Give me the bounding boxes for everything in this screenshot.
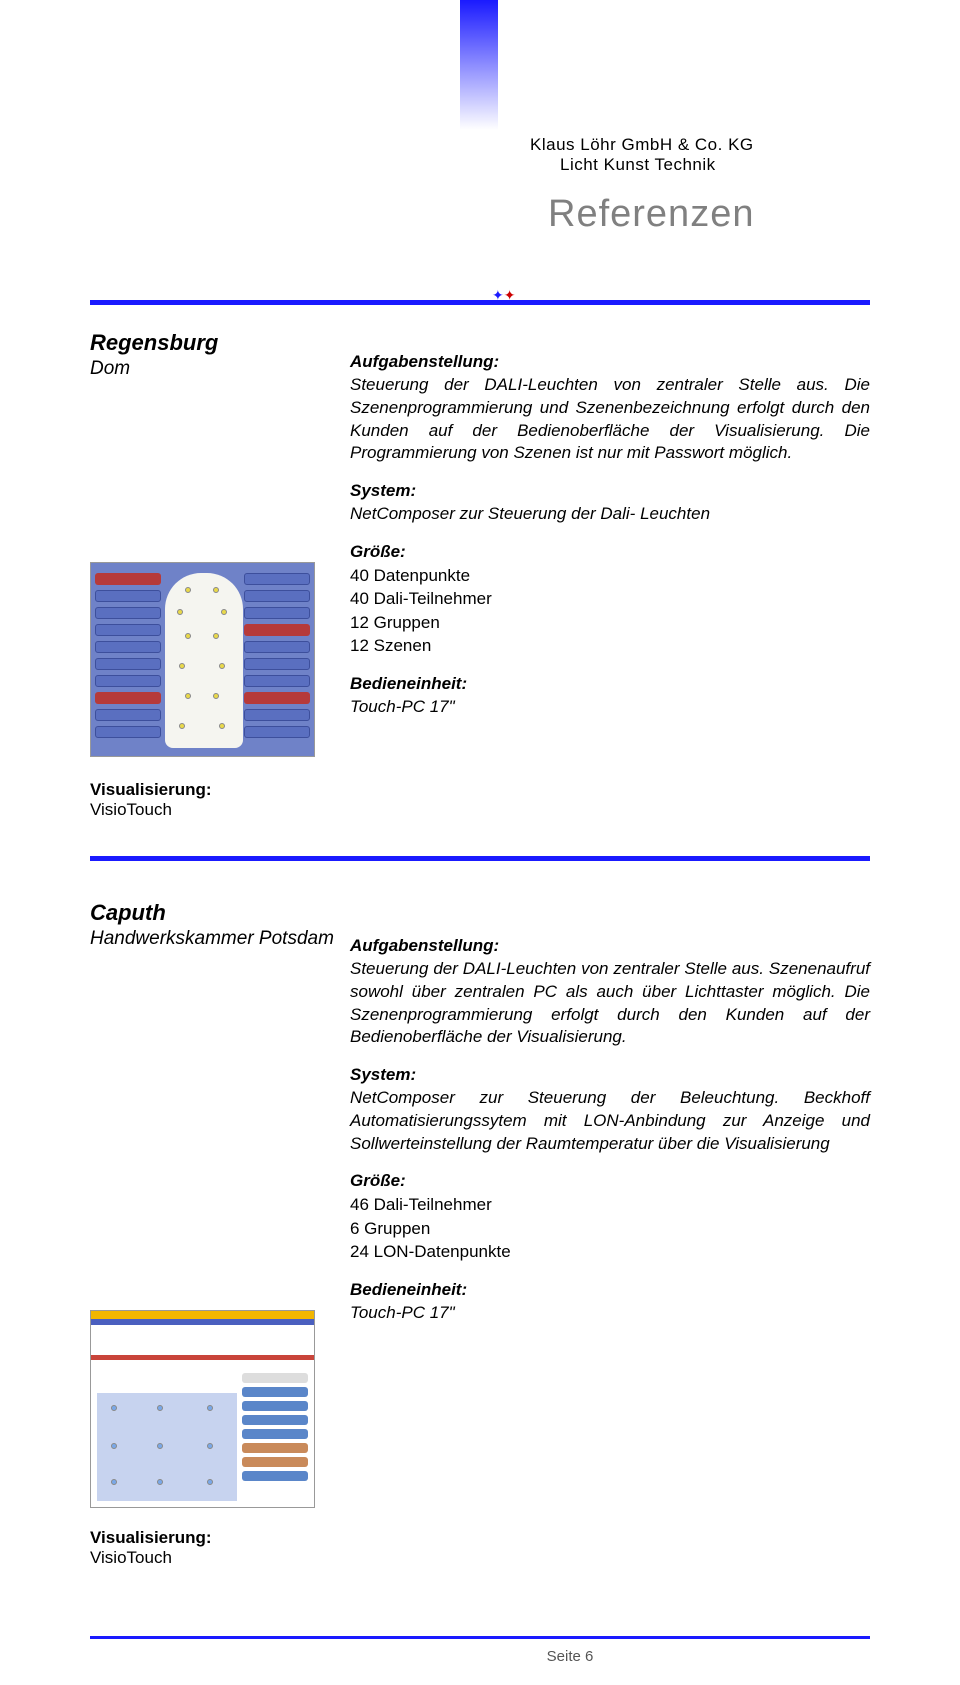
vis-text: VisioTouch: [90, 800, 212, 820]
company-tagline: Licht Kunst Technik: [560, 155, 960, 175]
groesse-line: 24 LON-Datenpunkte: [350, 1240, 870, 1263]
document-header: ✦✦ Klaus Löhr GmbH & Co. KG Licht Kunst …: [0, 135, 960, 236]
section-caputh: Caputh Handwerkskammer Potsdam Aufgabens…: [90, 900, 870, 1324]
regensburg-bedien-label: Bedieneinheit:: [350, 674, 870, 694]
caputh-title: Caputh: [90, 900, 870, 926]
caputh-groesse-list: 46 Dali-Teilnehmer 6 Gruppen 24 LON-Date…: [350, 1193, 870, 1263]
caputh-system-text: NetComposer zur Steuerung der Beleuchtun…: [350, 1087, 870, 1155]
regensburg-system-label: System:: [350, 481, 870, 501]
vis-text: VisioTouch: [90, 1548, 212, 1568]
caputh-screenshot: [90, 1310, 315, 1508]
groesse-line: 40 Dali-Teilnehmer: [350, 587, 870, 610]
caputh-aufgabe-text: Steuerung der DALI-Leuchten von zentrale…: [350, 958, 870, 1049]
groesse-line: 6 Gruppen: [350, 1217, 870, 1240]
footer-page-number: Seite 6: [90, 1648, 960, 1665]
groesse-line: 12 Gruppen: [350, 611, 870, 634]
groesse-line: 12 Szenen: [350, 634, 870, 657]
regensburg-groesse-list: 40 Datenpunkte 40 Dali-Teilnehmer 12 Gru…: [350, 564, 870, 658]
footer-rule: [90, 1636, 870, 1639]
regensburg-screenshot: [90, 562, 315, 757]
regensburg-aufgabe-label: Aufgabenstellung:: [350, 352, 870, 372]
caputh-bedien-label: Bedieneinheit:: [350, 1280, 870, 1300]
caputh-aufgabe-label: Aufgabenstellung:: [350, 936, 870, 956]
header-gradient-bar: [460, 0, 498, 130]
vis-label: Visualisierung:: [90, 1528, 212, 1548]
caputh-bedien-text: Touch-PC 17": [350, 1302, 870, 1325]
company-name: Klaus Löhr GmbH & Co. KG: [530, 135, 960, 155]
caputh-system-label: System:: [350, 1065, 870, 1085]
groesse-line: 46 Dali-Teilnehmer: [350, 1193, 870, 1216]
regensburg-aufgabe-text: Steuerung der DALI-Leuchten von zentrale…: [350, 374, 870, 465]
caputh-vis: Visualisierung: VisioTouch: [90, 1528, 212, 1568]
caputh-groesse-label: Größe:: [350, 1171, 870, 1191]
groesse-line: 40 Datenpunkte: [350, 564, 870, 587]
regensburg-vis: Visualisierung: VisioTouch: [90, 780, 212, 820]
page-title: Referenzen: [548, 193, 960, 236]
vis-label: Visualisierung:: [90, 780, 212, 800]
regensburg-groesse-label: Größe:: [350, 542, 870, 562]
regensburg-bedien-text: Touch-PC 17": [350, 696, 870, 719]
regensburg-system-text: NetComposer zur Steuerung der Dali- Leuc…: [350, 503, 870, 526]
divider-top: [90, 300, 870, 305]
divider-mid: [90, 856, 870, 861]
